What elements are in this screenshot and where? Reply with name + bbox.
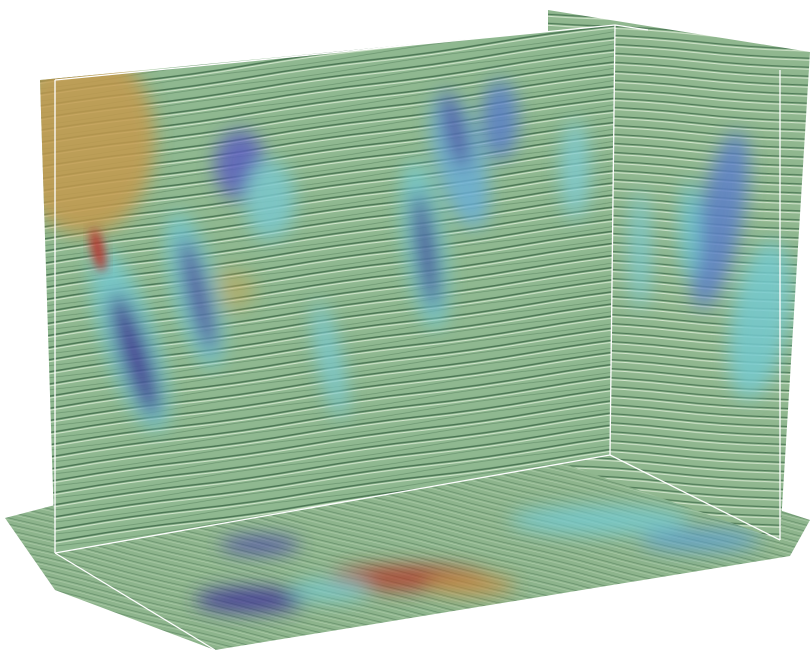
volume-wireframe [54,24,781,651]
inline-slice [40,25,615,553]
